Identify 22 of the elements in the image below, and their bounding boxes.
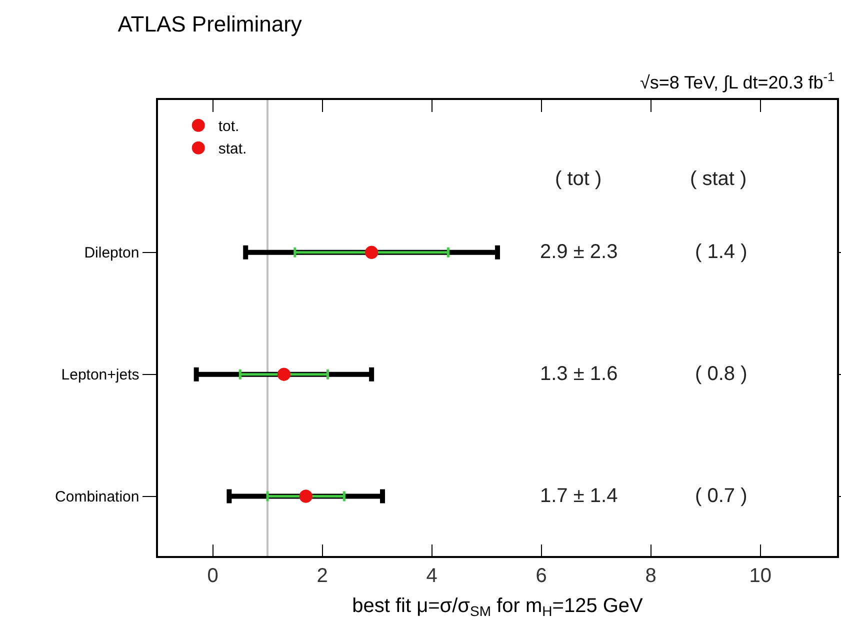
- annotation: ( 0.7 ): [695, 485, 748, 507]
- chart-subtitle: √s=8 TeV, ∫L dt=20.3 fb$^{-1}$: [640, 70, 834, 93]
- chart-title: ATLAS Preliminary: [118, 11, 302, 36]
- annotation: ( stat ): [690, 168, 747, 190]
- x-axis-title: best fit μ=σ/σ$_{SM}$ for m$_{H}$=125 GeV: [352, 594, 644, 619]
- x-tick-label: 6: [536, 564, 547, 587]
- y-tick-label: Dilepton: [84, 244, 140, 262]
- y-tick-label: Lepton+jets: [61, 366, 140, 384]
- annotation: 2.9 ± 2.3: [540, 241, 618, 263]
- annotation: ( 1.4 ): [695, 241, 748, 263]
- annotation: ( 0.8 ): [695, 363, 748, 385]
- annotation: 1.7 ± 1.4: [540, 485, 618, 507]
- annotation: ( tot ): [555, 168, 602, 190]
- x-tick-label: 0: [207, 564, 218, 587]
- x-tick-label: 8: [645, 564, 656, 587]
- x-tick-label: 4: [426, 564, 438, 587]
- legend-label: stat.: [218, 140, 247, 158]
- y-tick-label: Combination: [55, 488, 140, 506]
- legend-label: tot.: [218, 118, 240, 136]
- annotation: 1.3 ± 1.6: [540, 363, 618, 385]
- x-tick-label: 2: [316, 564, 328, 587]
- x-tick-label: 10: [749, 564, 772, 587]
